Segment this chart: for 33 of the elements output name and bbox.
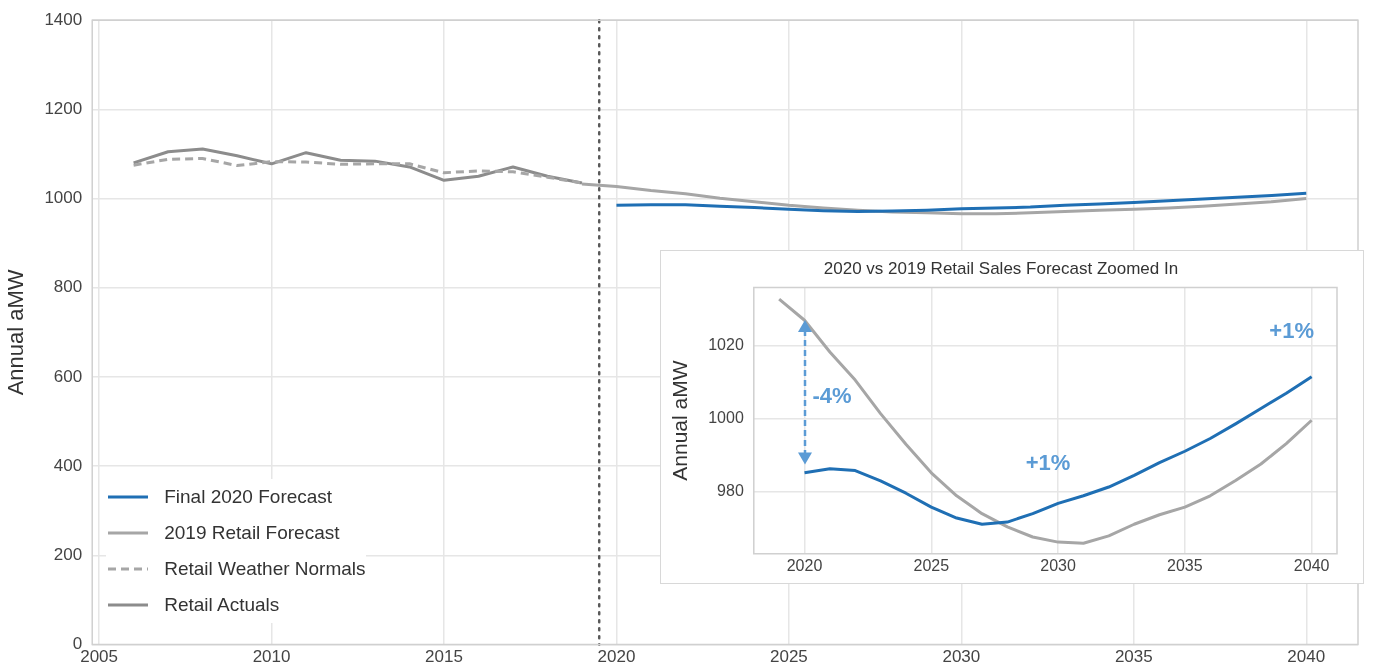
x-tick-label: 2035 (1114, 647, 1153, 667)
x-tick-label: 2030 (942, 647, 981, 667)
x-tick-label: 2040 (1293, 556, 1330, 574)
annotation: -4% (812, 382, 852, 408)
x-tick-label: 2015 (425, 647, 463, 667)
legend-label: Retail Weather Normals (164, 557, 366, 580)
y-axis-title: Annual aMW (3, 269, 29, 396)
annotation: +1% (1269, 317, 1314, 343)
x-tick-label: 2030 (1040, 556, 1076, 574)
legend-label: Final 2020 Forecast (164, 485, 333, 508)
x-tick-label: 2020 (786, 556, 823, 574)
x-tick-label: 2020 (597, 647, 636, 667)
y-tick-label: 980 (717, 482, 744, 500)
y-tick-label: 1020 (708, 336, 744, 354)
y-tick-label: 1000 (708, 409, 744, 427)
chart-title: 2020 vs 2019 Retail Sales Forecast Zoomed In (823, 258, 1179, 278)
y-tick-label: 800 (53, 277, 83, 297)
annotation: +1% (1025, 449, 1071, 475)
legend-label: 2019 Retail Forecast (164, 521, 340, 544)
y-tick-label: 600 (53, 366, 83, 386)
x-tick-label: 2010 (252, 647, 291, 667)
y-tick-label: 1000 (44, 188, 83, 208)
x-tick-label: 2040 (1287, 647, 1326, 667)
y-tick-label: 1200 (44, 99, 83, 119)
x-tick-label: 2025 (770, 647, 808, 667)
x-tick-label: 2005 (80, 647, 119, 667)
y-tick-label: 400 (53, 455, 83, 475)
x-tick-label: 2025 (913, 556, 950, 574)
y-axis-title: Annual aMW (668, 360, 692, 481)
x-tick-label: 2035 (1167, 556, 1203, 574)
y-tick-label: 200 (53, 545, 83, 565)
y-tick-label: 1400 (44, 9, 83, 29)
legend-label: Retail Actuals (164, 593, 280, 616)
